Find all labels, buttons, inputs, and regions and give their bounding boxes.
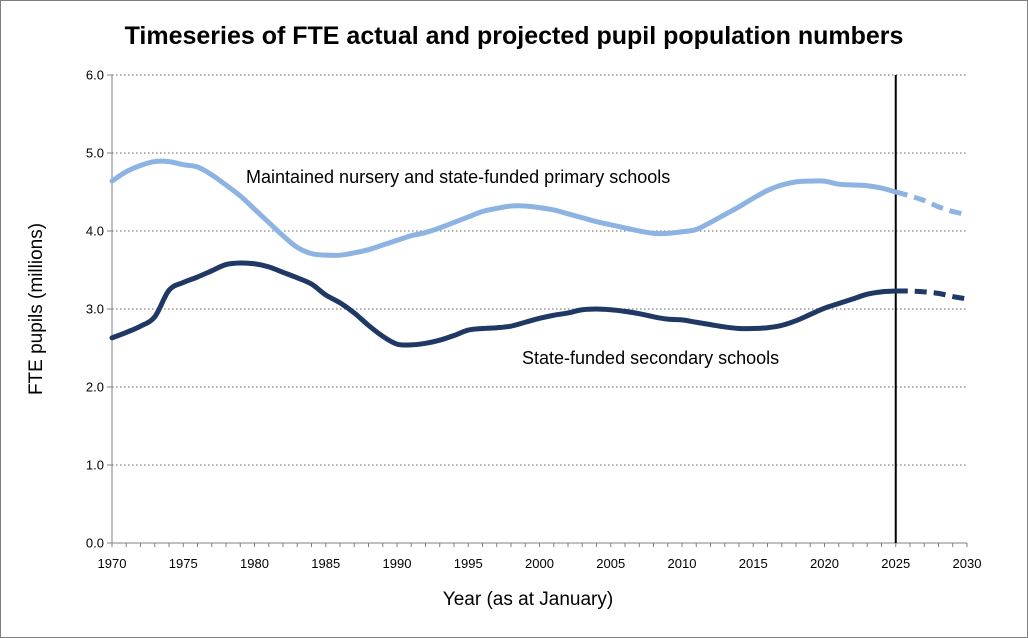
series-line-secondary-projected [895,288,968,302]
y-tick-label: 5.0 [86,146,104,161]
y-tick-label: 6.0 [86,68,104,83]
series-label-secondary: State-funded secondary schools [522,348,779,368]
y-tick-label: 2.0 [86,380,104,395]
y-tick-label: 3.0 [86,302,104,317]
x-tick-label: 2005 [596,556,625,571]
series-lines [109,158,968,348]
x-tick-label: 1995 [454,556,483,571]
series-label-primary: Maintained nursery and state-funded prim… [246,167,670,187]
x-tick-label: 2010 [668,556,697,571]
axes [107,74,968,547]
series-line-secondary-actual [109,260,899,348]
x-tick-label: 2000 [525,556,554,571]
x-tick-label: 2020 [810,556,839,571]
grid-lines [112,74,967,466]
y-tick-label: 4.0 [86,224,104,239]
x-tick-label: 1990 [383,556,412,571]
y-tick-label: 0.0 [86,536,104,551]
series-line-primary-projected [895,189,968,218]
x-tick-label: 1985 [311,556,340,571]
x-tick-label: 2015 [739,556,768,571]
x-axis-title: Year (as at January) [443,589,613,610]
tick-labels: 0.0 1.0 2.0 3.0 4.0 5.0 6.0 1970 1975 1980 1985 199… [86,68,982,572]
series-line-primary-actual [109,158,899,258]
y-tick-label: 1.0 [86,458,104,473]
chart-title: Timeseries of FTE actual and projected p… [124,22,904,50]
x-tick-label: 2025 [881,556,910,571]
x-tick-label: 1975 [169,556,198,571]
x-tick-label: 1980 [240,556,269,571]
x-tick-label: 2030 [953,556,982,571]
x-tick-label: 1970 [98,556,127,571]
y-axis-title: FTE pupils (millions) [26,223,47,395]
